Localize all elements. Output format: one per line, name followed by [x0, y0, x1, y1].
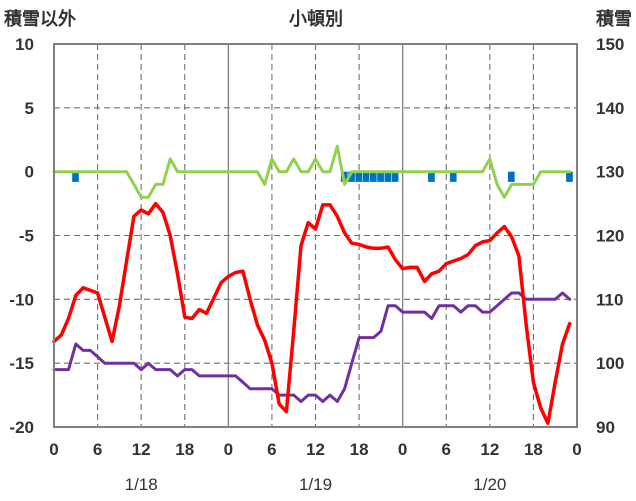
left-tick-label: -15	[9, 354, 34, 373]
x-tick-label: 0	[572, 440, 581, 459]
x-tick-label: 6	[442, 440, 451, 459]
snowfall-bar	[391, 171, 399, 182]
snowfall-bar	[449, 171, 457, 182]
x-tick-label: 18	[524, 440, 543, 459]
left-tick-label: 10	[15, 35, 34, 54]
x-date-label: 1/19	[299, 475, 332, 494]
x-tick-label: 6	[93, 440, 102, 459]
x-tick-label: 0	[224, 440, 233, 459]
x-axis-ticks: 0 6 12 18 0 6 12 18 0 6 12 18 0	[49, 440, 581, 459]
x-tick-label: 6	[267, 440, 276, 459]
snowfall-bar	[566, 171, 573, 182]
right-axis-ticks: 150 140 130 120 110 100 90	[596, 35, 624, 437]
left-tick-label: -10	[9, 290, 34, 309]
snowfall-bars	[72, 171, 573, 182]
left-tick-label: 5	[25, 99, 34, 118]
snowfall-bar	[72, 171, 79, 182]
x-tick-label: 12	[306, 440, 325, 459]
grid	[54, 44, 577, 427]
x-date-label: 1/18	[125, 475, 158, 494]
wind-line	[52, 291, 572, 403]
right-axis-label: 積雪	[595, 8, 632, 29]
left-axis-ticks: 10 5 0 -5 -10 -15 -20	[9, 35, 34, 437]
temperature-line	[52, 201, 572, 425]
snowfall-bar	[369, 171, 377, 182]
snowfall-bar	[428, 171, 435, 182]
x-tick-label: 18	[175, 440, 194, 459]
x-axis-dates: 1/18 1/19 1/20	[125, 475, 507, 494]
right-tick-label: 140	[596, 99, 624, 118]
left-tick-label: -20	[9, 418, 34, 437]
left-tick-label: -5	[19, 227, 34, 246]
chart-title: 小頓別	[289, 8, 343, 29]
snowfall-bar	[384, 171, 392, 182]
right-tick-label: 150	[596, 35, 624, 54]
x-date-label: 1/20	[473, 475, 506, 494]
x-tick-label: 0	[398, 440, 407, 459]
right-tick-label: 120	[596, 227, 624, 246]
right-tick-label: 90	[596, 418, 615, 437]
right-tick-label: 130	[596, 163, 624, 182]
x-tick-label: 0	[49, 440, 58, 459]
x-tick-label: 12	[132, 440, 151, 459]
precipitation-line	[52, 144, 572, 199]
right-tick-label: 110	[596, 290, 623, 309]
snowfall-bar	[348, 171, 355, 182]
right-tick-label: 100	[596, 354, 624, 373]
x-tick-label: 18	[350, 440, 369, 459]
x-tick-label: 12	[480, 440, 499, 459]
left-tick-label: 0	[25, 163, 34, 182]
snowfall-bar	[355, 171, 363, 182]
series-lines	[52, 144, 572, 425]
left-axis-label: 積雪以外	[3, 8, 76, 29]
snowfall-bar	[362, 171, 370, 182]
snowfall-bar	[377, 171, 384, 182]
plot-frame	[53, 43, 578, 428]
snowfall-bar	[507, 171, 515, 182]
